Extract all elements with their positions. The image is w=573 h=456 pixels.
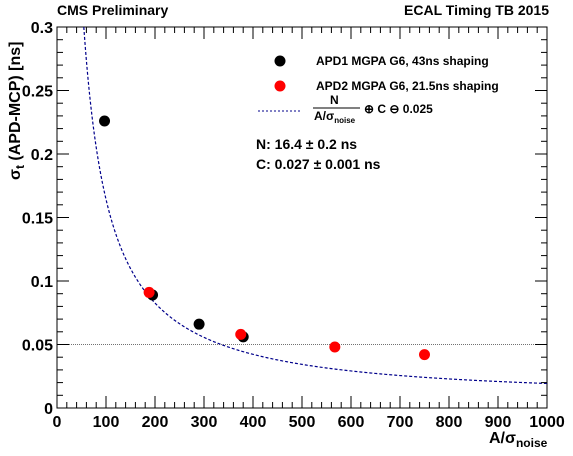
header-left-label: CMS Preliminary [57, 2, 169, 18]
data-point-series-2 [235, 328, 247, 340]
data-point-series-1 [99, 115, 111, 127]
x-axis-title: A/σnoise [489, 430, 548, 450]
x-tick-label: 900 [485, 414, 512, 431]
y-tick-label: 0.2 [31, 147, 53, 164]
legend: APD1 MGPA G6, 43ns shaping APD2 MGPA G6,… [258, 54, 499, 125]
legend-fit-denominator-sub: noise [334, 116, 355, 125]
y-axis-title-main: σ [7, 169, 24, 180]
y-tick-label: 0.1 [31, 274, 53, 291]
x-tick-label: 700 [387, 414, 414, 431]
legend-label-apd2: APD2 MGPA G6, 21.5ns shaping [316, 79, 499, 93]
x-tick-label: 300 [191, 414, 218, 431]
data-point-series-2 [143, 286, 155, 298]
x-tick-label: 400 [240, 414, 267, 431]
x-axis-title-main: A/σ [489, 430, 516, 447]
x-tick-label: 1000 [529, 414, 565, 431]
data-point-series-2 [419, 349, 430, 361]
y-tick-label: 0.25 [22, 84, 53, 101]
x-tick-label: 200 [142, 414, 169, 431]
legend-fit-numerator: N [330, 93, 339, 107]
data-point-series-1 [193, 318, 205, 330]
fit-curve-layer [83, 26, 548, 385]
x-tick-label: 100 [93, 414, 120, 431]
y-axis-title-rest: (APD-MCP) [ns] [7, 42, 24, 166]
header-right-label: ECAL Timing TB 2015 [404, 2, 549, 18]
y-tick-label: 0.3 [31, 20, 53, 37]
data-point-series-2 [329, 341, 341, 353]
legend-fit-denominator-main: A/σ [314, 109, 334, 123]
legend-fit-suffix: ⊕ C ⊖ 0.025 [364, 102, 433, 116]
x-tick-label: 500 [289, 414, 316, 431]
x-tick-label: 800 [436, 414, 463, 431]
legend-label-apd1: APD1 MGPA G6, 43ns shaping [316, 54, 489, 68]
axis-ticks-layer: 0 100 200 300 400 500 600 700 800 900 1000 0 0.05 0.1… [22, 20, 565, 431]
x-tick-label: 0 [53, 414, 62, 431]
x-axis-title-sub: noise [516, 436, 548, 450]
y-axis-title: σt (APD-MCP) [ns] [7, 42, 27, 181]
fit-curve [83, 26, 548, 385]
y-tick-label: 0.15 [22, 211, 53, 228]
legend-fit-denominator: A/σnoise [314, 109, 356, 125]
legend-marker-apd2 [274, 80, 286, 92]
legend-marker-apd1 [274, 55, 286, 67]
x-tick-label: 600 [338, 414, 365, 431]
data-points-layer [99, 115, 430, 361]
y-tick-label: 0.05 [22, 338, 53, 355]
y-tick-label: 0 [44, 401, 53, 418]
y-axis-title-sub: t [13, 165, 27, 169]
fit-result-c: C: 0.027 ± 0.001 ns [256, 156, 381, 172]
fit-result-n: N: 16.4 ± 0.2 ns [256, 136, 358, 152]
